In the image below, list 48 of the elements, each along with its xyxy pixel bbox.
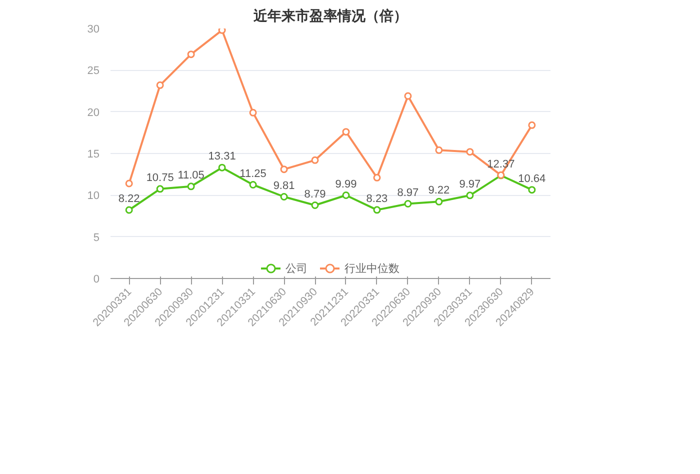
data-label: 9.22 — [428, 184, 450, 197]
data-label: 9.99 — [335, 178, 357, 190]
data-label: 13.31 — [208, 150, 236, 163]
point — [528, 121, 536, 129]
point — [125, 206, 133, 214]
data-label: 11.05 — [178, 169, 204, 182]
point — [373, 174, 381, 182]
point — [435, 146, 443, 154]
point — [373, 206, 381, 214]
point — [156, 185, 164, 193]
point — [528, 186, 536, 194]
point — [466, 192, 474, 200]
y-tick-label: 25 — [87, 65, 100, 78]
point — [280, 166, 288, 174]
y-tick-label: 10 — [87, 190, 100, 202]
legend-label: 行业中位数 — [344, 262, 400, 276]
data-label: 11.25 — [240, 168, 266, 180]
y-tick-label: 15 — [87, 148, 100, 160]
data-label: 8.79 — [304, 188, 326, 200]
y-tick-label: 20 — [87, 106, 100, 119]
y-tick-label: 30 — [87, 24, 100, 36]
data-label: 8.22 — [118, 193, 140, 205]
data-label: 9.81 — [273, 180, 295, 192]
y-tick-label: 5 — [93, 232, 100, 244]
data-label: 10.64 — [518, 172, 546, 185]
point — [342, 192, 350, 199]
data-label: 10.75 — [146, 172, 174, 184]
data-label: 8.23 — [366, 192, 388, 205]
point — [404, 92, 412, 100]
chart-title: 近年来市盈率情况（倍） — [252, 8, 408, 24]
point — [249, 181, 257, 188]
point — [404, 200, 412, 208]
point — [125, 180, 133, 188]
point — [156, 81, 164, 89]
data-label: 8.97 — [397, 186, 419, 199]
point — [435, 198, 443, 206]
legend-label: 公司 — [286, 262, 308, 276]
point — [187, 182, 195, 190]
y-tick-label: 0 — [93, 274, 100, 286]
point — [342, 128, 350, 136]
point — [187, 50, 195, 58]
point — [311, 202, 319, 209]
point — [466, 148, 474, 156]
point — [249, 108, 257, 116]
point — [311, 156, 319, 164]
point — [280, 193, 288, 200]
point — [218, 164, 226, 172]
data-label: 9.97 — [459, 178, 481, 190]
